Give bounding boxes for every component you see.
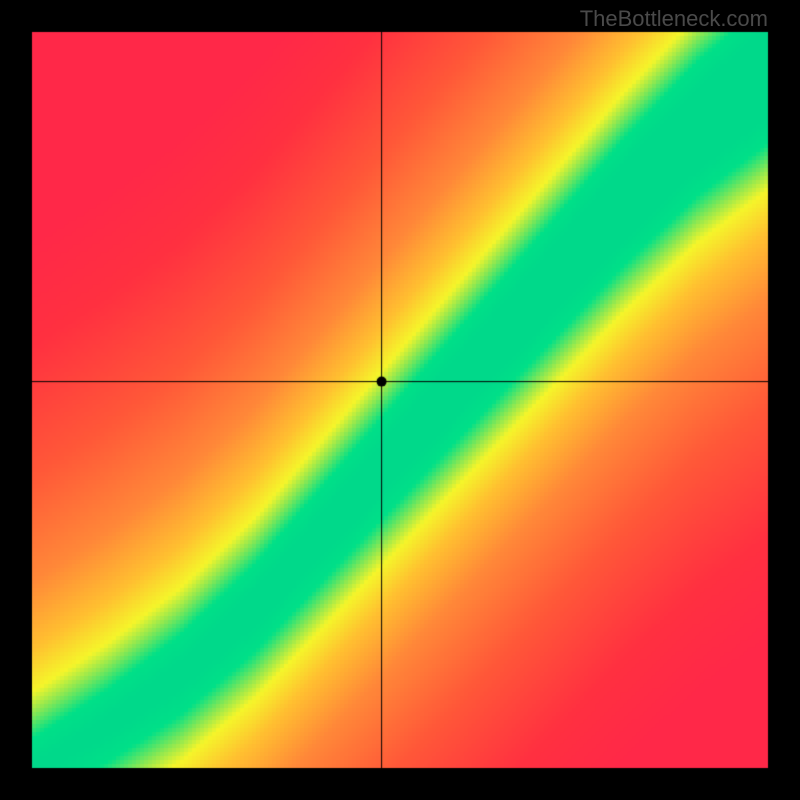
watermark-text: TheBottleneck.com — [580, 6, 768, 32]
heatmap-canvas — [0, 0, 800, 800]
bottleneck-heatmap-chart: TheBottleneck.com — [0, 0, 800, 800]
